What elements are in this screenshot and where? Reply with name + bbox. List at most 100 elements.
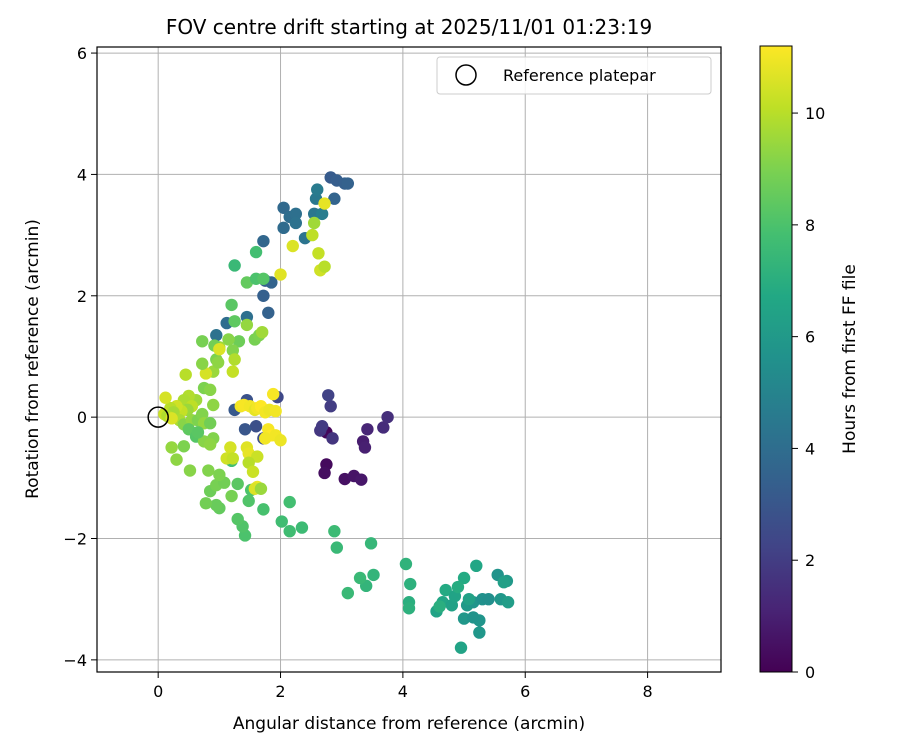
data-point-174 [274, 434, 287, 447]
x-tick-label-0: 0 [153, 682, 163, 701]
data-point-169 [269, 404, 282, 418]
colorbar-tick-label-5: 10 [805, 104, 825, 123]
data-point-14 [324, 400, 337, 413]
data-point-94 [199, 497, 213, 510]
legend: Reference platepar [436, 56, 712, 95]
data-point-189 [312, 247, 325, 260]
data-point-9 [377, 421, 390, 434]
data-point-108 [240, 318, 254, 332]
data-point-106 [225, 298, 238, 312]
data-point-146 [203, 417, 217, 430]
colorbar-tick-label-0: 0 [805, 663, 815, 682]
data-point-56 [482, 592, 495, 606]
data-point-121 [196, 357, 209, 370]
data-point-168 [266, 387, 280, 401]
colorbar [759, 45, 793, 673]
data-point-41 [328, 192, 341, 205]
data-point-185 [254, 482, 268, 495]
data-point-86 [242, 494, 255, 508]
data-point-78 [330, 541, 344, 554]
data-point-83 [283, 495, 296, 509]
data-point-48 [457, 612, 471, 625]
data-point-188 [306, 228, 319, 242]
data-point-102 [249, 245, 263, 259]
data-point-70 [402, 602, 416, 615]
data-point-5 [355, 473, 368, 486]
data-point-8 [361, 423, 374, 436]
data-point-27 [277, 201, 290, 215]
data-point-152 [165, 441, 178, 454]
data-point-116 [226, 365, 240, 378]
data-point-15 [322, 389, 335, 402]
data-point-178 [224, 441, 237, 454]
y-tick-label-5: 6 [77, 44, 87, 63]
data-point-28 [277, 221, 290, 235]
colorbar-ticks: 0 2 4 6 8 10 [792, 104, 825, 682]
colorbar-label: Hours from first FF file [840, 264, 860, 454]
data-point-35 [311, 183, 324, 196]
axis-ticks: 0 2 4 6 8 −4 −2 0 2 4 6 [63, 44, 652, 701]
data-point-58 [501, 596, 515, 609]
data-point-115 [228, 353, 241, 366]
data-point-72 [399, 557, 413, 571]
data-point-182 [246, 465, 260, 478]
data-point-180 [226, 452, 240, 465]
data-point-90 [231, 477, 244, 491]
data-point-46 [473, 626, 486, 639]
legend-box [436, 56, 712, 95]
data-point-71 [404, 577, 417, 591]
data-point-105 [257, 272, 270, 285]
data-point-11 [326, 432, 339, 445]
data-point-154 [183, 464, 197, 477]
data-point-20 [238, 423, 252, 436]
colorbar-tick-label-1: 2 [805, 551, 815, 570]
data-point-18 [249, 420, 263, 433]
data-point-113 [222, 333, 235, 346]
data-point-82 [275, 515, 288, 528]
y-tick-label-2: 0 [77, 408, 87, 427]
data-point-67 [462, 592, 476, 606]
data-point-151 [177, 440, 191, 453]
x-tick-label-3: 6 [520, 682, 530, 701]
data-point-49 [467, 611, 480, 624]
data-point-30 [289, 207, 303, 221]
data-point-93 [210, 498, 223, 512]
data-point-150 [191, 426, 205, 439]
data-point-155 [159, 391, 172, 404]
data-point-61 [497, 575, 511, 589]
x-axis-label: Angular distance from reference (arcmin) [233, 714, 585, 734]
y-tick-label-0: −4 [63, 651, 87, 670]
data-point-40 [341, 177, 355, 190]
colorbar-tick-label-4: 8 [805, 216, 815, 235]
data-point-66 [451, 580, 465, 594]
data-point-76 [341, 586, 355, 600]
data-point-98 [213, 468, 226, 481]
colorbar-tick-label-3: 6 [805, 328, 815, 347]
data-point-64 [439, 583, 452, 597]
data-point-149 [203, 438, 217, 451]
data-point-7 [358, 441, 372, 454]
data-point-73 [367, 568, 380, 582]
legend-marker [455, 64, 477, 86]
data-point-111 [255, 325, 269, 339]
data-point-89 [231, 512, 244, 526]
data-point-31 [289, 216, 303, 230]
data-point-75 [353, 571, 367, 585]
data-point-101 [228, 259, 241, 272]
data-point-122 [196, 335, 209, 348]
data-point-126 [203, 383, 217, 397]
data-point-23 [257, 289, 270, 302]
y-tick-label-4: 4 [77, 165, 87, 184]
legend-entry: Reference platepar [503, 66, 656, 85]
data-point-127 [207, 398, 220, 412]
data-point-84 [257, 503, 270, 516]
data-point-172 [259, 432, 272, 445]
data-point-36 [315, 207, 329, 221]
x-tick-label-4: 8 [642, 682, 652, 701]
data-point-192 [307, 216, 321, 230]
chart-title: FOV centre drift starting at 2025/11/01 … [166, 15, 652, 39]
data-point-13 [315, 420, 329, 433]
data-point-120 [199, 367, 213, 380]
data-point-42 [210, 329, 223, 342]
data-point-130 [179, 368, 192, 381]
